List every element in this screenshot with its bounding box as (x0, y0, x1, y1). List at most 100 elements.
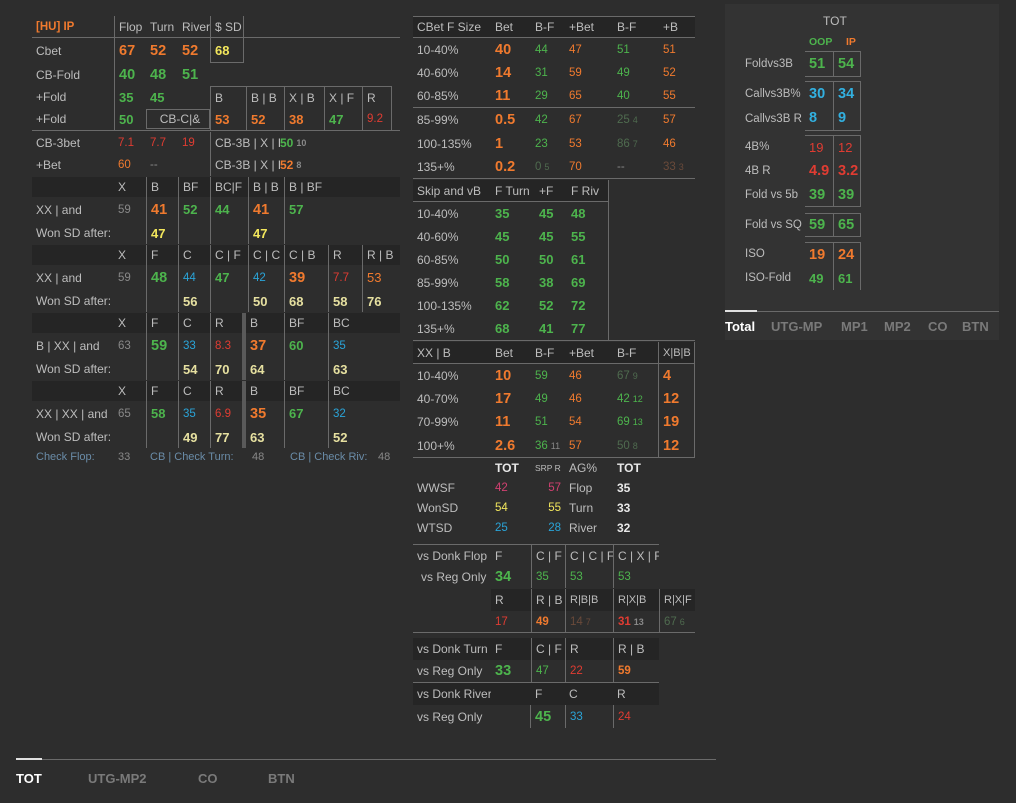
skip-plusf: 50 (539, 252, 554, 267)
g2-v-cf: 47 (210, 265, 248, 290)
cbfold-flop: 40 (114, 63, 146, 86)
sd-h-tot2: TOT (617, 461, 641, 475)
cbsize-h-plusbet: +Bet (569, 20, 595, 34)
bottom-tab-indicator (16, 758, 42, 760)
skip-label: 60-85% (417, 252, 459, 267)
cbsize-h-bet: Bet (495, 20, 514, 34)
xxb-sample: 9 (632, 370, 638, 381)
xxb-bf2: 67 (617, 369, 630, 382)
g3-v-b: 37 (242, 333, 284, 358)
cbsize-bf2: 86 (617, 137, 630, 150)
sd-h-tot: TOT (495, 461, 519, 475)
g2-label: XX | and (36, 270, 82, 285)
skip-friv: 72 (567, 294, 609, 317)
right-row-callvs3br: Callvs3B R 8 9 (741, 106, 865, 131)
fold1-label: +Fold (36, 90, 67, 104)
tab-btn-bottom[interactable]: BTN (268, 771, 295, 786)
xxb-row-2: 40-70% 17 49 46 42 12 12 (413, 387, 695, 410)
tab-mp2[interactable]: MP2 (884, 319, 911, 334)
cb3b-xf-value: 50 (280, 136, 294, 150)
g1-w-b: 47 (146, 222, 178, 244)
sd-tot: 42 (495, 482, 508, 494)
fold2-xf: 47 (324, 108, 362, 130)
g4-v-r: 6.9 (210, 401, 242, 426)
skip-friv: 48 (567, 202, 609, 225)
skip-plusf: 45 (539, 206, 554, 221)
col-river: River (182, 19, 210, 34)
donkriver-v-r: 24 (613, 705, 659, 728)
xxb-sample: 13 (632, 417, 643, 427)
g3-v-bf: 60 (284, 333, 328, 358)
cbsize-label: 85-99% (417, 113, 459, 127)
sd-tot: 25 (495, 522, 508, 534)
donkflop-header2: R R | B R|B|B R|X|B R|X|F (413, 589, 695, 611)
fold2-b: 53 (210, 108, 246, 130)
right-ip: 39 (833, 183, 861, 207)
g1-h-b: B (146, 177, 178, 197)
right-row-isofold: ISO-Fold 49 61 (741, 266, 865, 290)
g3-v-x: 63 (118, 339, 131, 352)
tab-utg-mp[interactable]: UTG-MP (771, 319, 823, 334)
cb-call-button[interactable]: CB-C|& (146, 109, 210, 129)
cbsize-bf2: 25 (617, 114, 630, 126)
right-label: Foldvs3B (745, 58, 793, 70)
cbsize-plusbet: 59 (569, 66, 582, 79)
g4-h-x: X (118, 384, 127, 398)
g2-v-cc: 42 (248, 265, 284, 290)
donkflop-h-f: F (495, 548, 503, 563)
g2-w-cb: 68 (284, 290, 328, 312)
cbsize-plusb: 51 (663, 43, 676, 56)
cb3b-xf-sample: 10 (296, 138, 307, 148)
xxb-h-title: XX | B (417, 345, 451, 360)
xxb-h-bf: B-F (535, 345, 555, 360)
sd-ag-label: Flop (569, 481, 593, 495)
skip-row: 10-40% 35 45 48 (413, 202, 609, 225)
cb3bet-turn: 7.7 (150, 137, 166, 149)
donkriver-h-c: C (569, 687, 578, 701)
hu-ip-title: [HU] IP (36, 20, 75, 33)
right-label: 4B% (745, 141, 770, 153)
right-row-foldvs3b: Foldvs3B 51 54 (741, 51, 865, 77)
g2-h-x: X (118, 248, 127, 262)
g2-v-r: 7.7 (328, 265, 362, 290)
right-ip: 9 (833, 106, 861, 131)
skip-h-title: Skip and vB (417, 183, 482, 198)
right-row-foldvssq: Fold vs SQ 59 65 (741, 213, 865, 237)
tab-total[interactable]: Total (725, 319, 756, 334)
cbsize-bet: 1 (495, 135, 504, 152)
tab-btn[interactable]: BTN (962, 319, 989, 334)
tab-co-bottom[interactable]: CO (198, 771, 218, 786)
xxb-bet: 11 (495, 414, 511, 430)
right-oop: 19 (805, 242, 833, 266)
donkflop-values: vs Reg Only 34 35 53 53 (413, 566, 659, 588)
cbsize-label: 40-60% (417, 65, 459, 80)
fold1-h-bb: B | B (246, 86, 284, 108)
donkflop-h-rbb: R|B|B (565, 589, 613, 611)
tab-tot[interactable]: TOT (16, 771, 42, 786)
skip-plusf: 52 (539, 298, 554, 313)
sd-label: WonSD (417, 501, 459, 515)
sd-row-wwsf: WWSF 42 57 Flop 35 (413, 478, 695, 498)
donkturn-v-rb: 59 (613, 660, 659, 682)
position-tabs-right: Total UTG-MP MP1 MP2 CO BTN (725, 319, 996, 334)
donkriver-values: vs Reg Only 45 33 24 (413, 705, 659, 728)
g1-v-bf: 52 (178, 197, 210, 222)
g4-h-c: C (178, 381, 210, 401)
donkflop-v-cxf: 53 (613, 566, 659, 588)
tab-co[interactable]: CO (928, 319, 948, 334)
tab-utg-mp2[interactable]: UTG-MP2 (88, 771, 147, 786)
cbsize-bet: 14 (495, 64, 512, 81)
g1-header: X B BF BC|F B | B B | BF (32, 177, 400, 197)
g4-v-x: 65 (118, 407, 131, 420)
g3-v-bc: 35 (328, 333, 362, 358)
right-stats-panel: TOT OOP IP Foldvs3B 51 54 Callvs3B% 30 3… (725, 4, 999, 340)
skip-h-plusf: +F (539, 183, 554, 198)
tab-mp1[interactable]: MP1 (841, 319, 868, 334)
g4-h-bf: BF (284, 381, 328, 401)
skip-row: 40-60% 45 45 55 (413, 225, 609, 248)
skip-fturn: 45 (495, 229, 510, 244)
right-label: Callvs3B R (745, 112, 802, 125)
cbsize-bf2: 49 (617, 66, 630, 79)
fold1-flop: 35 (114, 86, 146, 108)
xxb-bet: 2.6 (495, 437, 516, 454)
